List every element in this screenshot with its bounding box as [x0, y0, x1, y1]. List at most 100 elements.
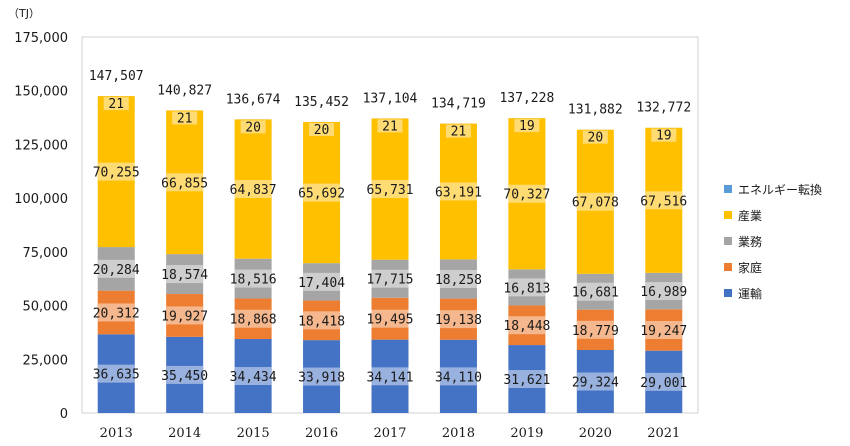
- total-label: 136,674: [226, 92, 281, 107]
- data-label: 20,284: [93, 263, 140, 278]
- legend-swatch-transport: [724, 289, 732, 297]
- data-label: 18,418: [298, 314, 345, 329]
- data-label-box: [514, 119, 540, 133]
- legend-item-household: 家庭: [724, 254, 822, 280]
- total-label: 135,452: [294, 95, 349, 110]
- data-label: 18,258: [435, 273, 482, 288]
- data-label-box: [234, 269, 272, 288]
- data-label-box: [439, 367, 477, 386]
- data-label: 18,868: [230, 313, 277, 328]
- data-label-box: [508, 278, 546, 297]
- data-label-box: [309, 122, 335, 136]
- data-label: 21: [108, 97, 124, 112]
- data-label: 19,927: [161, 309, 208, 324]
- data-label: 20: [314, 123, 330, 138]
- data-label: 33,918: [298, 371, 345, 386]
- x-tick-label: 2017: [373, 426, 406, 441]
- legend-swatch-household: [724, 263, 732, 271]
- data-label-box: [377, 119, 403, 133]
- data-label-box: [103, 97, 129, 111]
- total-label: 147,507: [89, 69, 144, 84]
- data-label-box: [439, 310, 477, 329]
- data-label-box: [445, 124, 471, 138]
- legend-label-household: 家庭: [738, 260, 763, 275]
- data-label-box: [303, 367, 341, 386]
- data-label-box: [303, 311, 341, 330]
- data-label: 67,078: [572, 196, 619, 211]
- data-label-box: [234, 367, 272, 386]
- data-label-box: [576, 192, 614, 211]
- data-label-box: [645, 191, 683, 210]
- data-label: 21: [177, 111, 193, 126]
- data-label: 18,448: [503, 319, 550, 334]
- data-label-box: [645, 372, 683, 391]
- data-label: 34,110: [435, 370, 482, 385]
- data-label: 19,138: [435, 313, 482, 328]
- data-label-box: [645, 321, 683, 340]
- y-axis-unit-label: （TJ）: [8, 7, 40, 20]
- data-label: 66,855: [161, 176, 208, 191]
- total-label: 137,228: [499, 91, 554, 106]
- data-label: 17,715: [367, 273, 414, 288]
- data-label-box: [371, 367, 409, 386]
- data-label: 19,247: [640, 324, 687, 339]
- data-label-box: [234, 309, 272, 328]
- data-label: 34,141: [367, 370, 414, 385]
- data-label-box: [576, 282, 614, 301]
- data-label: 19: [656, 129, 672, 144]
- data-label-box: [439, 269, 477, 288]
- data-label: 20: [588, 131, 604, 146]
- data-label-box: [97, 303, 135, 322]
- data-label: 63,191: [435, 185, 482, 200]
- data-label: 18,516: [230, 273, 277, 288]
- data-label-box: [97, 364, 135, 383]
- data-label: 20,312: [93, 306, 140, 321]
- y-tick-label: 0: [60, 407, 68, 422]
- legend-label-industry: 産業: [738, 208, 763, 223]
- legend-swatch-energy-conversion: [724, 185, 732, 193]
- data-label: 64,837: [230, 183, 277, 198]
- total-label: 134,719: [431, 97, 486, 112]
- y-tick-label: 50,000: [23, 300, 69, 315]
- data-label: 34,434: [230, 370, 277, 385]
- data-label-box: [166, 265, 204, 284]
- data-label: 31,621: [503, 373, 550, 388]
- total-label: 140,827: [157, 83, 212, 98]
- data-label: 18,779: [572, 324, 619, 339]
- data-label-box: [234, 180, 272, 199]
- y-tick-label: 150,000: [14, 85, 68, 100]
- data-label-box: [166, 365, 204, 384]
- data-label: 21: [382, 119, 398, 134]
- data-label: 70,255: [93, 166, 140, 181]
- data-label-box: [576, 320, 614, 339]
- data-label-box: [576, 372, 614, 391]
- y-tick-label: 25,000: [23, 353, 69, 368]
- legend-swatch-business: [724, 237, 732, 245]
- total-label: 132,772: [636, 101, 691, 116]
- y-tick-label: 75,000: [23, 246, 69, 261]
- legend-swatch-industry: [724, 211, 732, 219]
- data-label: 36,635: [93, 368, 140, 383]
- legend-label-energy-conversion: エネルギー転換: [738, 182, 823, 197]
- legend-item-energy-conversion: エネルギー転換: [724, 176, 822, 202]
- data-label: 35,450: [161, 369, 208, 384]
- data-label: 16,681: [572, 286, 619, 301]
- data-label: 70,327: [503, 188, 550, 203]
- legend-item-transport: 運輸: [724, 280, 822, 306]
- data-label-box: [508, 184, 546, 203]
- data-label-box: [371, 269, 409, 288]
- data-label-box: [439, 182, 477, 201]
- y-tick-label: 175,000: [14, 31, 68, 46]
- data-label: 18,574: [161, 268, 208, 283]
- y-tick-label: 125,000: [14, 138, 68, 153]
- x-tick-label: 2019: [510, 426, 543, 441]
- data-label: 16,989: [640, 285, 687, 300]
- data-label: 21: [451, 125, 467, 140]
- data-label: 20: [245, 120, 261, 135]
- data-label: 19: [519, 119, 535, 134]
- data-label-box: [166, 173, 204, 192]
- x-tick-label: 2016: [305, 426, 338, 441]
- data-label-box: [97, 259, 135, 278]
- data-label-box: [172, 111, 198, 125]
- data-label-box: [97, 162, 135, 181]
